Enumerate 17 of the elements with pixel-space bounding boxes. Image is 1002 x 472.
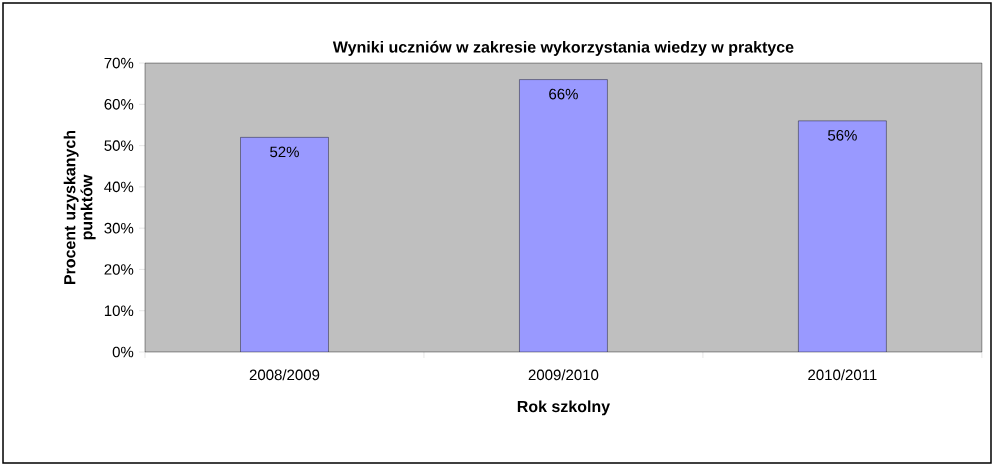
y-tick-label: 10% bbox=[104, 305, 134, 317]
x-axis-title: Rok szkolny bbox=[517, 400, 611, 416]
chart-title: Wyniki uczniów w zakresie wykorzystania wiedzy w praktyce bbox=[332, 40, 794, 56]
y-tick-label: 0% bbox=[112, 346, 134, 358]
y-axis-title: Procent uzyskanych punktów bbox=[63, 130, 96, 285]
y-tick-label: 40% bbox=[104, 181, 134, 193]
y-tick-label: 50% bbox=[104, 140, 134, 151]
y-tick-label: 70% bbox=[104, 57, 134, 69]
data-label: 52% bbox=[270, 146, 299, 158]
x-tick-label: 2010/2011 bbox=[808, 369, 877, 381]
y-tick-label: 20% bbox=[104, 264, 134, 275]
x-tick-label: 2009/2010 bbox=[528, 369, 599, 381]
x-tick-label: 2008/2009 bbox=[249, 369, 320, 381]
y-tick-label: 30% bbox=[104, 222, 134, 234]
data-label: 66% bbox=[549, 88, 578, 100]
data-label: 56% bbox=[827, 130, 857, 141]
y-tick-label: 60% bbox=[104, 99, 134, 110]
